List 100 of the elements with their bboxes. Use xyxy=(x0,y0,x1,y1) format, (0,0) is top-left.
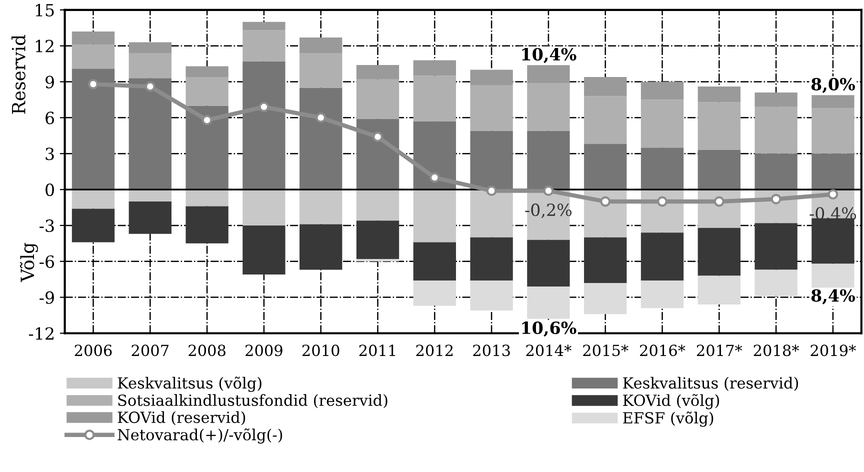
x-tick-label: 2012 xyxy=(416,344,453,356)
bar xyxy=(812,108,854,154)
legend-label: Sotsiaalkindlustusfondid (reservid) xyxy=(118,394,388,408)
bar xyxy=(413,76,456,122)
bar xyxy=(527,130,570,190)
bar xyxy=(470,190,513,238)
bar xyxy=(186,66,228,77)
bar xyxy=(356,220,400,259)
y-tick-label: 12 xyxy=(36,40,54,52)
legend-label: KOVid (võlg) xyxy=(623,394,720,410)
bar xyxy=(413,121,456,190)
point xyxy=(144,81,156,92)
bar xyxy=(413,60,456,76)
bar xyxy=(754,154,798,190)
bar xyxy=(356,79,400,119)
point xyxy=(202,114,212,126)
point xyxy=(543,186,554,196)
bar xyxy=(128,190,172,202)
y-tick-label: -12 xyxy=(28,327,54,340)
annotation: 8,0% xyxy=(811,78,855,94)
bar xyxy=(698,276,740,304)
bar xyxy=(356,258,400,262)
x-tick-label: 2009 xyxy=(246,344,282,356)
x-tick-label: 2006 xyxy=(74,344,112,356)
bar xyxy=(640,148,684,190)
y-tick-label: 15 xyxy=(36,4,54,16)
bar xyxy=(470,130,513,190)
y-tick-label: 6 xyxy=(46,112,54,124)
annotation: -0,2% xyxy=(525,204,572,218)
bar xyxy=(470,85,513,131)
bar xyxy=(527,82,570,131)
bar xyxy=(413,242,456,281)
x-tick-label: 2019* xyxy=(810,344,856,356)
point xyxy=(88,78,98,90)
bar xyxy=(186,76,228,106)
x-tick-label: 2010 xyxy=(302,344,340,356)
bar xyxy=(640,232,684,281)
annotation: 8,4% xyxy=(811,289,855,304)
bar xyxy=(242,22,286,30)
bar xyxy=(470,70,513,86)
bar xyxy=(584,96,627,144)
bar xyxy=(128,202,172,234)
x-tick-label: 2008 xyxy=(188,344,226,356)
point xyxy=(657,196,668,207)
bar xyxy=(242,225,286,275)
bar xyxy=(72,208,115,242)
x-tick-label: 2015* xyxy=(583,344,628,356)
bar xyxy=(413,190,456,242)
point xyxy=(486,186,497,196)
bar xyxy=(300,88,342,190)
x-tick-label: 2013 xyxy=(473,344,510,356)
bar xyxy=(128,53,172,78)
bar xyxy=(812,154,854,190)
y-tick-label: 0 xyxy=(46,183,54,196)
y-tick-label: -9 xyxy=(40,291,54,304)
x-tick-label: 2017* xyxy=(696,344,742,356)
y-tick-label: 9 xyxy=(46,76,54,88)
x-tick-label: 2007 xyxy=(132,344,168,356)
annotation: 10,6% xyxy=(522,322,576,337)
bar xyxy=(300,53,342,88)
bar xyxy=(470,237,513,281)
bar xyxy=(413,280,456,306)
bar xyxy=(754,223,798,270)
bar xyxy=(527,240,570,287)
point xyxy=(770,194,782,204)
bar xyxy=(584,282,627,314)
bar xyxy=(242,30,286,62)
bar xyxy=(754,270,798,296)
legend-label: Keskvalitsus (võlg) xyxy=(118,376,262,392)
point xyxy=(372,132,383,142)
bar xyxy=(754,92,798,107)
bar xyxy=(640,100,684,148)
bar xyxy=(754,106,798,154)
legend-label: KOVid (reservid) xyxy=(118,411,246,426)
bar xyxy=(698,102,740,150)
point xyxy=(429,172,440,183)
y-tick-label: -3 xyxy=(40,219,54,232)
x-tick-label: 2018* xyxy=(754,344,800,356)
point xyxy=(828,189,838,200)
bar xyxy=(356,190,400,221)
bar xyxy=(698,228,740,276)
bar xyxy=(584,76,627,96)
bar xyxy=(72,68,115,190)
x-tick-label: 2014* xyxy=(526,344,572,356)
bar xyxy=(300,37,342,54)
bar xyxy=(698,150,740,190)
bar xyxy=(186,190,228,206)
legend-label: Netovarad(+)/-võlg(-) xyxy=(118,428,282,444)
bar xyxy=(698,86,740,102)
point xyxy=(316,112,326,123)
y-axis-title: Reservid xyxy=(11,34,26,114)
bar xyxy=(186,206,228,244)
bar xyxy=(72,44,115,69)
bar xyxy=(186,106,228,190)
bar xyxy=(584,237,627,283)
bar xyxy=(356,118,400,190)
point xyxy=(600,196,611,207)
bar xyxy=(640,82,684,100)
point xyxy=(258,102,270,112)
bar xyxy=(584,144,627,190)
